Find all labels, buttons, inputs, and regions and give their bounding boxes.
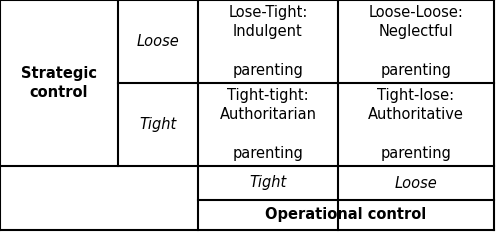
Text: Lose-Tight:
Indulgent

parenting: Lose-Tight: Indulgent parenting xyxy=(228,5,308,78)
Text: Tight: Tight xyxy=(140,117,176,132)
Text: Tight-tight:
Authoritarian

parenting: Tight-tight: Authoritarian parenting xyxy=(220,88,316,161)
Text: Loose: Loose xyxy=(136,34,180,49)
Text: Operational control: Operational control xyxy=(266,207,426,223)
Text: Tight: Tight xyxy=(250,176,286,190)
Text: Strategic
control: Strategic control xyxy=(21,66,97,100)
Text: Loose-Loose:
Neglectful

parenting: Loose-Loose: Neglectful parenting xyxy=(368,5,464,78)
Text: Loose: Loose xyxy=(394,176,438,190)
Text: Tight-lose:
Authoritative

parenting: Tight-lose: Authoritative parenting xyxy=(368,88,464,161)
